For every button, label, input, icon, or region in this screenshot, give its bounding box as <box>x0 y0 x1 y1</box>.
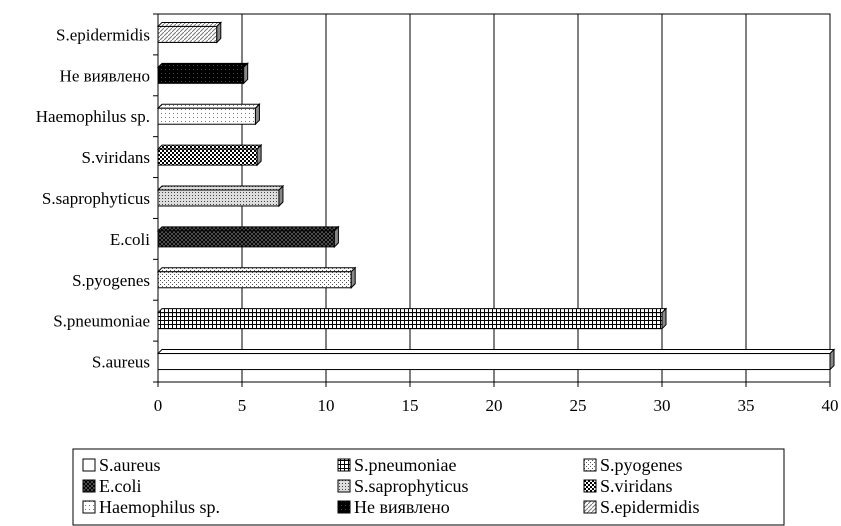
x-tick-label: 0 <box>154 396 163 415</box>
bar <box>156 21 223 44</box>
category-label: S.pyogenes <box>72 271 150 290</box>
bar-side-face <box>661 307 667 330</box>
x-tick-label: 10 <box>318 396 335 415</box>
bar-side-face <box>333 225 339 249</box>
legend-swatch <box>82 500 96 514</box>
legend-label: S.saprophyticus <box>354 476 469 496</box>
category-label: S.viridans <box>82 148 150 167</box>
x-tick-label: 25 <box>570 396 587 415</box>
bar-front-face <box>157 66 245 84</box>
x-tick-label: 35 <box>738 396 755 415</box>
legend-swatch <box>583 479 597 493</box>
legend-swatch <box>82 458 96 472</box>
bar <box>156 225 340 249</box>
bar-top-face <box>156 62 249 68</box>
legend-swatch <box>337 500 351 514</box>
legend-swatch <box>337 458 351 472</box>
bar <box>156 348 836 371</box>
bar-side-face <box>256 143 262 167</box>
axes <box>153 13 831 387</box>
bar <box>156 266 357 289</box>
bar-top-face <box>156 226 340 232</box>
bar-front-face <box>157 25 218 43</box>
legend-swatch <box>337 479 351 493</box>
bar-top-face <box>156 103 261 109</box>
category-label: S.aureus <box>92 353 150 372</box>
legend-label: S.epidermidis <box>600 497 700 517</box>
bar-top-face <box>156 267 357 273</box>
bar-side-face <box>243 62 249 85</box>
category-label: E.coli <box>110 230 150 249</box>
bar-side-face <box>278 184 284 208</box>
bar <box>156 143 263 167</box>
category-labels: S.aureus S.pneumoniae S.pyogenes E.coli S.sa… <box>36 25 151 371</box>
bar <box>156 307 668 330</box>
bar <box>156 184 285 208</box>
bar-top-face <box>156 185 285 191</box>
category-label: S.saprophyticus <box>42 189 150 208</box>
bar-side-face <box>254 103 260 126</box>
bars <box>156 21 836 371</box>
bar-side-face <box>216 21 222 44</box>
legend-label: Не виявлено <box>354 497 450 517</box>
category-label: S.epidermidis <box>56 25 150 44</box>
bar-front-face <box>157 230 335 248</box>
category-label: Не виявлено <box>60 66 150 85</box>
bar <box>156 103 261 126</box>
bar-side-face <box>829 348 835 371</box>
x-tick-label: 5 <box>238 396 247 415</box>
bar-side-face <box>350 266 356 289</box>
bar-front-face <box>157 107 256 125</box>
bar-front-face <box>157 271 352 289</box>
bar-top-face <box>156 144 263 150</box>
bar-front-face <box>157 353 831 371</box>
legend <box>72 448 785 526</box>
legend-label: S.aureus <box>99 455 161 475</box>
legend-label: E.coli <box>99 476 142 496</box>
x-tick-labels: 0 5 10 15 20 25 30 35 40 <box>154 396 839 415</box>
x-tick-label: 20 <box>486 396 503 415</box>
bar-front-face <box>157 189 280 207</box>
bar-front-face <box>157 148 258 166</box>
legend-label: S.viridans <box>600 476 673 496</box>
legend-swatch <box>583 458 597 472</box>
bar-top-face <box>156 349 836 355</box>
category-label: S.pneumoniae <box>53 312 150 331</box>
bar <box>156 62 249 85</box>
legend-swatch <box>583 500 597 514</box>
x-tick-label: 30 <box>654 396 671 415</box>
x-tick-label: 15 <box>402 396 419 415</box>
bar-top-face <box>156 308 668 314</box>
bar-front-face <box>157 312 663 330</box>
bar-top-face <box>156 21 223 27</box>
legend-label: Haemophilus sp. <box>99 497 220 517</box>
legend-entries: S.aureus S.pneumoniae S.pyogenes E.coli S.sa… <box>82 455 700 517</box>
legend-swatch <box>82 479 96 493</box>
legend-label: S.pneumoniae <box>354 455 456 475</box>
category-label: Haemophilus sp. <box>36 107 150 126</box>
legend-label: S.pyogenes <box>600 455 683 475</box>
x-tick-label: 40 <box>822 396 839 415</box>
